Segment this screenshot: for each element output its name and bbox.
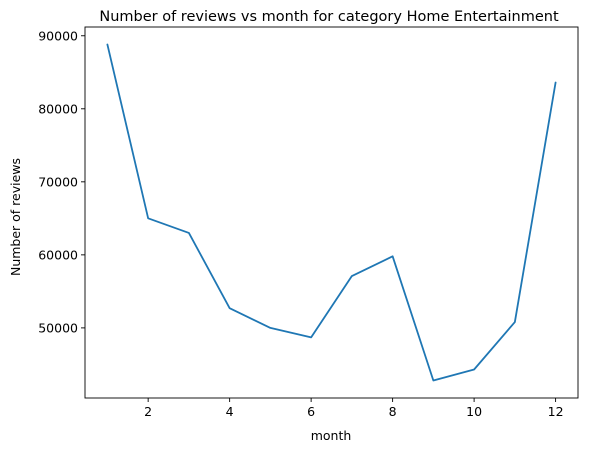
plot-area bbox=[105, 43, 558, 382]
x-axis-title: month bbox=[311, 428, 352, 443]
data-point bbox=[513, 320, 517, 324]
plot-frame bbox=[84, 26, 579, 399]
data-point bbox=[472, 368, 476, 372]
data-point bbox=[350, 274, 354, 278]
y-axis: 50000 60000 70000 80000 90000 bbox=[38, 28, 85, 335]
y-tick-label: 80000 bbox=[38, 101, 78, 116]
data-point bbox=[431, 378, 435, 382]
y-tick-label: 70000 bbox=[38, 174, 78, 189]
x-tick-label: 4 bbox=[226, 404, 234, 419]
chart-title: Number of reviews vs month for category … bbox=[99, 9, 559, 25]
x-tick-label: 10 bbox=[466, 404, 482, 419]
data-point bbox=[187, 231, 191, 235]
data-point bbox=[228, 306, 232, 310]
data-point bbox=[105, 43, 109, 47]
x-axis: 2 4 6 8 10 12 bbox=[144, 398, 564, 419]
data-point bbox=[268, 326, 272, 330]
data-point bbox=[146, 216, 150, 220]
y-tick-label: 50000 bbox=[38, 320, 78, 335]
x-tick-label: 2 bbox=[144, 404, 152, 419]
y-tick-label: 60000 bbox=[38, 247, 78, 262]
data-point bbox=[391, 254, 395, 258]
x-tick-label: 12 bbox=[548, 404, 564, 419]
x-tick-label: 8 bbox=[389, 404, 397, 419]
data-point bbox=[554, 81, 558, 85]
series-line bbox=[106, 43, 557, 382]
data-point bbox=[309, 335, 313, 339]
x-tick-label: 6 bbox=[307, 404, 315, 419]
y-axis-title: Number of reviews bbox=[8, 158, 23, 276]
y-tick-label: 90000 bbox=[38, 28, 78, 43]
